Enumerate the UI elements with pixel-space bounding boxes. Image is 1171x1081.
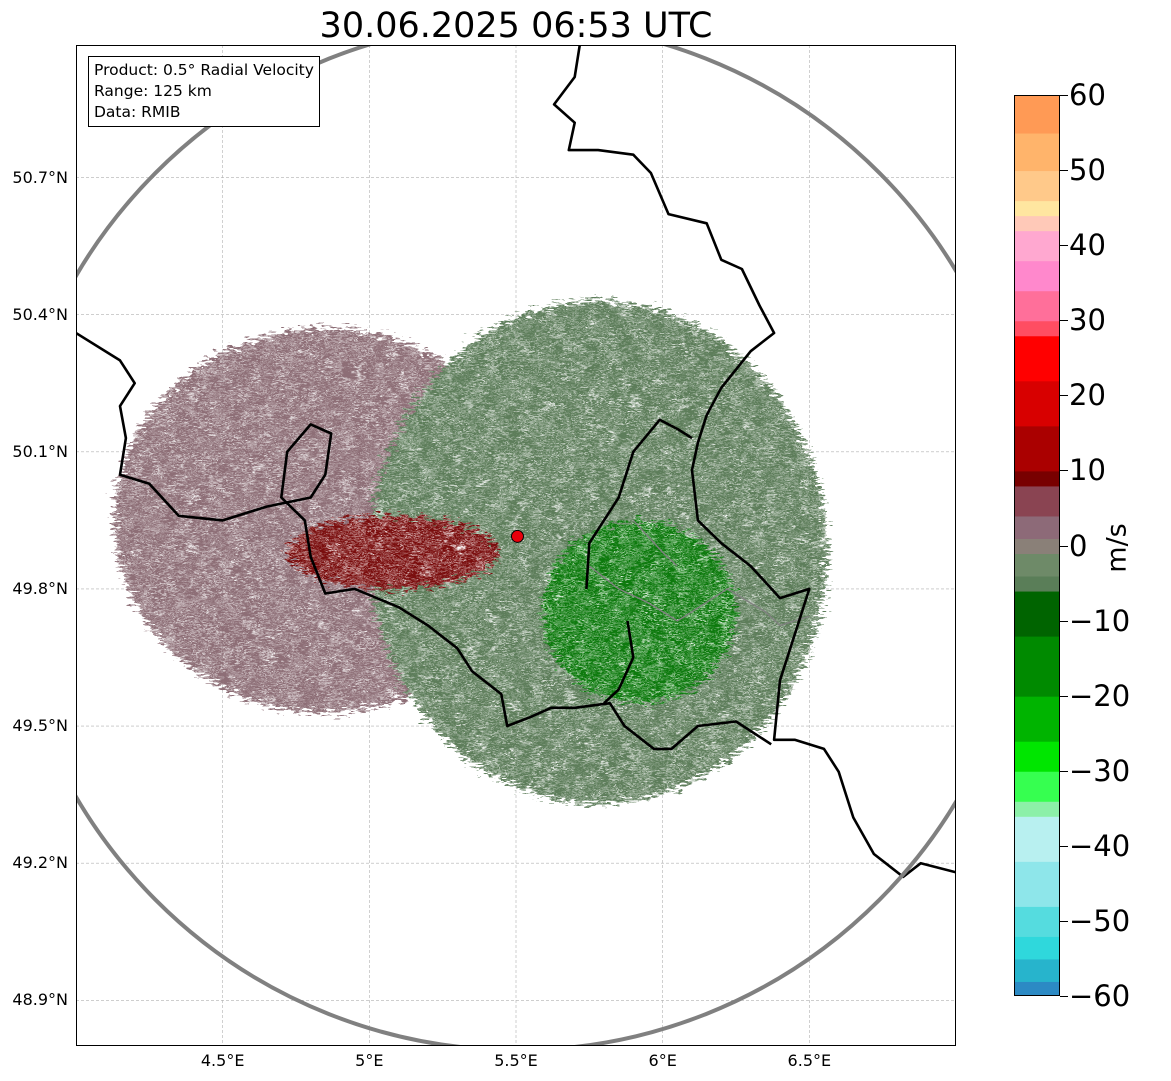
colorbar-segment <box>1015 576 1059 593</box>
colorbar-tick-mark <box>1060 921 1068 922</box>
colorbar-tick-label: 0 <box>1069 529 1088 563</box>
colorbar-segment <box>1015 591 1059 638</box>
country-borders <box>77 46 955 879</box>
radar-map[interactable] <box>76 45 956 1046</box>
colorbar-segment <box>1015 771 1059 803</box>
colorbar-tick-label: −50 <box>1069 904 1131 938</box>
colorbar-tick-label: 40 <box>1069 228 1106 262</box>
river-line <box>632 519 678 567</box>
lon-tick-label: 4.5°E <box>200 1051 245 1070</box>
colorbar-tick-label: −20 <box>1069 679 1131 713</box>
colorbar-tick-mark <box>1060 95 1068 96</box>
colorbar-tick-label: −30 <box>1069 754 1131 788</box>
colorbar-segment <box>1015 96 1059 135</box>
lon-tick-label: 6.5°E <box>787 1051 832 1070</box>
colorbar-segment <box>1015 816 1059 863</box>
colorbar-segment <box>1015 906 1059 938</box>
colorbar-tick-label: 30 <box>1069 303 1106 337</box>
lon-tick-label: 5.5°E <box>494 1051 538 1070</box>
colorbar-tick-label: 60 <box>1069 78 1106 112</box>
colorbar-segment <box>1015 426 1059 473</box>
radar-site-dot[interactable] <box>510 529 524 543</box>
river-line <box>588 565 810 627</box>
colorbar-tick-mark <box>1060 245 1068 246</box>
colorbar-segment <box>1015 696 1059 743</box>
colorbar-gradient <box>1015 96 1059 995</box>
colorbar-segment <box>1015 321 1059 337</box>
colorbar-segment <box>1015 216 1059 232</box>
colorbar-segment <box>1015 231 1059 262</box>
colorbar-segment <box>1015 801 1059 818</box>
radar-map-canvas[interactable] <box>76 45 956 1046</box>
colorbar-segment <box>1015 261 1059 292</box>
lat-tick-label: 50.1°N <box>12 441 68 461</box>
colorbar-tick-mark <box>1060 771 1068 772</box>
lat-tick-label: 49.8°N <box>12 578 68 598</box>
lat-tick-label: 49.2°N <box>12 853 68 873</box>
product-text: Product: 0.5° Radial Velocity <box>94 61 314 79</box>
colorbar-segment <box>1015 516 1059 540</box>
colorbar-segment <box>1015 336 1059 382</box>
colorbar-segment <box>1015 201 1059 217</box>
colorbar-tick-mark <box>1060 996 1068 997</box>
map-title: 30.06.2025 06:53 UTC <box>319 6 713 46</box>
colorbar-segment <box>1015 381 1059 427</box>
lat-tick-label: 50.7°N <box>12 167 68 187</box>
colorbar-tick-label: −10 <box>1069 604 1131 638</box>
colorbar-tick-mark <box>1060 320 1068 321</box>
colorbar-segment <box>1015 936 1059 961</box>
source-text: Data: RMIB <box>94 103 181 121</box>
colorbar <box>1014 95 1060 996</box>
border-line <box>585 418 693 589</box>
colorbar-tick-mark <box>1060 546 1068 547</box>
lon-tick-label: 5°E <box>355 1051 384 1070</box>
colorbar-segment <box>1015 538 1059 555</box>
colorbar-segment <box>1015 291 1059 322</box>
radar-site-marker[interactable] <box>510 529 524 543</box>
colorbar-tick-label: 10 <box>1069 453 1106 487</box>
border-line <box>77 332 772 751</box>
colorbar-tick-label: −60 <box>1069 979 1131 1013</box>
colorbar-tick-mark <box>1060 696 1068 697</box>
colorbar-segment <box>1015 861 1059 908</box>
rivers <box>588 519 810 627</box>
colorbar-tick-label: 20 <box>1069 378 1106 412</box>
border-line <box>552 46 955 879</box>
lat-tick-label: 50.4°N <box>12 304 68 324</box>
product-info-box: Product: 0.5° Radial Velocity Range: 125… <box>88 56 320 127</box>
lat-tick-label: 49.5°N <box>12 716 68 736</box>
colorbar-tick-label: −40 <box>1069 829 1131 863</box>
colorbar-segment <box>1015 486 1059 518</box>
colorbar-segment <box>1015 981 1059 995</box>
colorbar-tick-mark <box>1060 470 1068 471</box>
colorbar-tick-mark <box>1060 846 1068 847</box>
colorbar-segment <box>1015 471 1059 488</box>
border-line <box>603 620 635 705</box>
lon-tick-label: 6°E <box>648 1051 677 1070</box>
colorbar-tick-mark <box>1060 170 1068 171</box>
colorbar-tick-mark <box>1060 395 1068 396</box>
range-text: Range: 125 km <box>94 82 212 100</box>
colorbar-segment <box>1015 636 1059 698</box>
colorbar-segment <box>1015 171 1059 202</box>
velocity-region-strong-outbound-core <box>542 520 736 704</box>
colorbar-unit: m/s <box>1101 523 1133 573</box>
velocity-echoes <box>114 300 827 804</box>
colorbar-tick-label: 50 <box>1069 153 1106 187</box>
velocity-region-strong-inbound-core <box>287 515 499 589</box>
colorbar-segment <box>1015 959 1059 983</box>
colorbar-segment <box>1015 554 1059 578</box>
colorbar-segment <box>1015 133 1059 172</box>
lat-tick-label: 48.9°N <box>12 990 68 1010</box>
colorbar-tick-mark <box>1060 621 1068 622</box>
colorbar-segment <box>1015 741 1059 773</box>
